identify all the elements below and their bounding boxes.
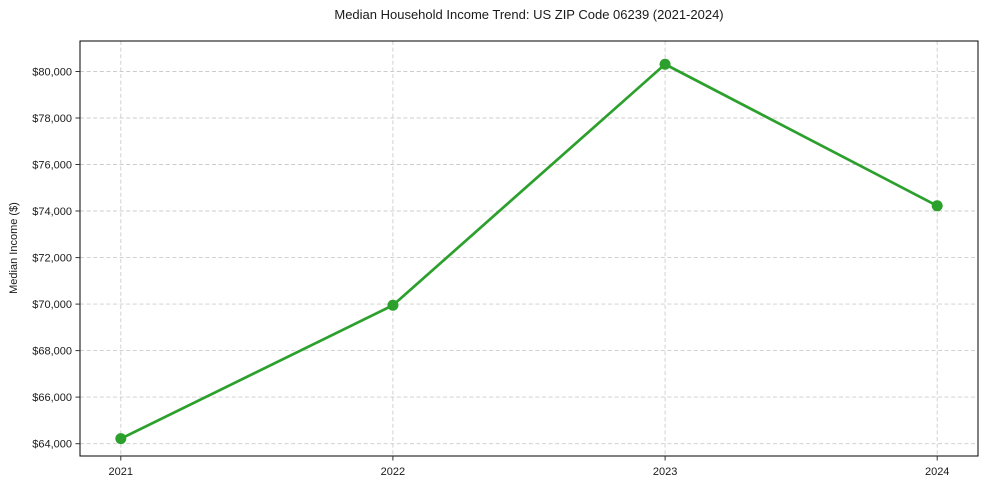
data-point-2023 [659, 58, 671, 70]
x-tick-label: 2021 [109, 466, 133, 478]
y-tick-label: $74,000 [32, 206, 72, 218]
x-tick-label: 2023 [653, 466, 677, 478]
data-point-2024 [931, 200, 943, 212]
y-tick-label: $68,000 [32, 345, 72, 357]
y-tick-label: $64,000 [32, 439, 72, 451]
y-axis-label: Median Income ($) [8, 202, 20, 294]
plot-border [79, 40, 979, 457]
plot-background [80, 41, 978, 456]
y-tick-label: $80,000 [32, 66, 72, 78]
data-point-2022 [387, 299, 399, 311]
y-tick-label: $66,000 [32, 392, 72, 404]
income-trend-line [119, 62, 939, 441]
x-tick-label: 2022 [381, 466, 405, 478]
y-tick-label: $72,000 [32, 252, 72, 264]
y-tick-label: $70,000 [32, 299, 72, 311]
x-tick-label: 2024 [925, 466, 949, 478]
y-tick-label: $78,000 [32, 113, 72, 125]
y-tick-label: $76,000 [32, 159, 72, 171]
data-point-2021 [115, 433, 127, 445]
chart-title: Median Household Income Trend: US ZIP Co… [334, 7, 724, 22]
